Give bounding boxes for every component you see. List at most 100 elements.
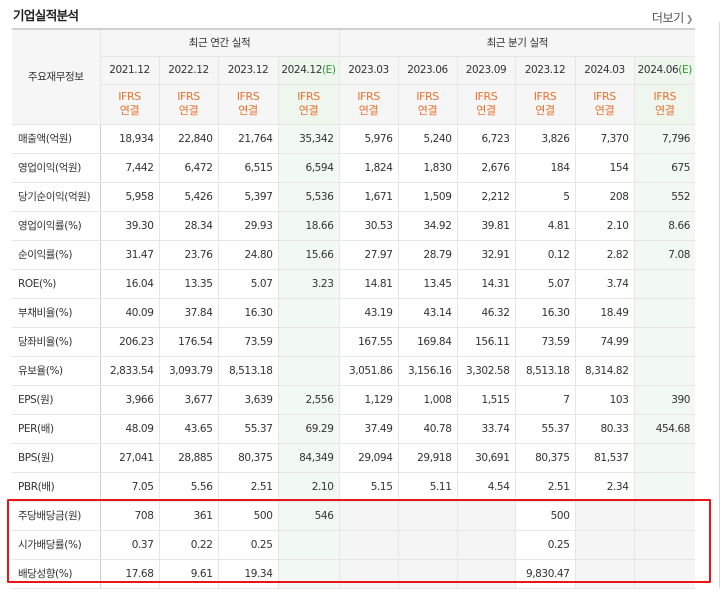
row-label: BPS(원): [12, 443, 101, 473]
value-cell: 206.23: [100, 327, 160, 357]
value-cell: 2.51: [218, 472, 279, 502]
consolidation-label: 연결: [178, 104, 199, 117]
value-cell: 6,594: [278, 153, 340, 183]
accounting-standard: IFRS 연결: [398, 84, 458, 125]
table-row: 시가배당률(%) 0.37 0.22 0.25 0.25: [12, 530, 696, 560]
value-cell: 80.33: [575, 414, 635, 444]
consolidation-label: 연결: [119, 104, 140, 117]
value-cell: 2,833.54: [100, 356, 160, 386]
value-cell: 3,639: [218, 384, 279, 415]
value-cell: 0.37: [100, 530, 160, 560]
period-header-row: 2021.12 2022.12 2023.12 2024.12(E) 2023.03 20…: [12, 56, 696, 85]
value-cell: 208: [575, 182, 635, 212]
row-label: 순이익률(%): [12, 240, 101, 270]
value-cell: 24.80: [218, 240, 279, 270]
table-row: 당좌비율(%) 206.23 176.54 73.59 167.55 169.84 156.…: [12, 327, 696, 357]
row-label: 시가배당률(%): [12, 530, 101, 560]
table-row: 영업이익(억원) 7,442 6,472 6,515 6,594 1,824 1,830 2,…: [12, 153, 696, 183]
period-label: 2023.12: [524, 64, 566, 76]
row-label: 영업이익률(%): [12, 211, 101, 241]
value-cell: 0.12: [515, 240, 576, 270]
value-cell: 43.19: [338, 297, 399, 328]
value-cell: 15.66: [278, 240, 340, 270]
value-cell: 39.30: [100, 211, 160, 241]
period-header: 2024.12(E): [278, 56, 340, 85]
period-label: 2022.12: [168, 64, 209, 76]
value-cell: 80,375: [218, 443, 279, 473]
value-cell: 2.10: [575, 211, 635, 241]
value-cell: 1,671: [338, 182, 399, 212]
value-cell: 6,472: [159, 153, 219, 183]
table-row: 유보율(%) 2,833.54 3,093.79 8,513.18 3,051.86 3,…: [12, 356, 696, 386]
value-cell: 176.54: [159, 327, 219, 357]
accounting-standard-label: IFRS: [416, 90, 439, 103]
value-cell: 73.59: [218, 327, 279, 357]
value-cell: 46.32: [457, 297, 516, 328]
estimate-mark: (E): [678, 64, 692, 76]
value-cell: [634, 559, 696, 589]
value-cell: [338, 500, 399, 531]
value-cell: [278, 327, 340, 357]
period-label: 2023.03: [348, 64, 389, 76]
accounting-standard: IFRS 연결: [575, 84, 635, 125]
accounting-standard-label: IFRS: [474, 90, 498, 103]
value-cell: 3,966: [100, 384, 160, 415]
value-cell: [457, 500, 516, 531]
value-cell: 5.15: [338, 472, 399, 502]
row-label: 매출액(억원): [12, 124, 101, 154]
value-cell: 1,515: [457, 384, 516, 415]
accounting-header-row: IFRS 연결 IFRS 연결 IFRS 연결 IFRS 연결 IFRS 연결 IFRS 연결 IFRS…: [12, 84, 696, 125]
accounting-standard: IFRS 연결: [278, 84, 340, 125]
value-cell: 18.66: [278, 211, 340, 241]
consolidation-label: 연결: [476, 104, 496, 117]
value-cell: 708: [100, 500, 160, 531]
value-cell: 34.92: [398, 211, 458, 241]
value-cell: [634, 500, 696, 531]
period-label: 2024.12: [281, 64, 322, 76]
value-cell: 55.37: [218, 414, 279, 444]
consolidation-label: 연결: [594, 104, 615, 117]
value-cell: 5.11: [398, 472, 458, 502]
value-cell: 29,094: [338, 443, 399, 473]
accounting-standard-label: IFRS: [533, 90, 557, 103]
value-cell: 167.55: [338, 327, 399, 357]
value-cell: 32.91: [457, 240, 516, 270]
accounting-standard-label: IFRS: [297, 90, 320, 103]
row-label: 영업이익(억원): [12, 153, 101, 183]
value-cell: 5.56: [159, 472, 219, 502]
value-cell: 3,051.86: [338, 356, 399, 386]
table-body: 매출액(억원) 18,934 22,840 21,764 35,342 5,976 5,24…: [12, 124, 696, 589]
value-cell: 55.37: [515, 414, 576, 444]
value-cell: 7.08: [634, 240, 696, 270]
more-link[interactable]: 더보기 ❯: [652, 9, 693, 26]
value-cell: 9,830.47: [515, 559, 576, 589]
value-cell: 23.76: [159, 240, 219, 270]
value-cell: 8.66: [634, 211, 696, 241]
value-cell: 48.09: [100, 414, 160, 444]
value-cell: 5.07: [218, 269, 279, 299]
value-cell: 2.82: [575, 240, 635, 270]
value-cell: 675: [634, 153, 696, 183]
row-label: ROE(%): [12, 269, 101, 299]
value-cell: 454.68: [634, 414, 696, 444]
row-label: 주당배당금(원): [12, 500, 101, 531]
table-row: 매출액(억원) 18,934 22,840 21,764 35,342 5,976 5,24…: [12, 124, 696, 154]
value-cell: [278, 297, 340, 328]
value-cell: 169.84: [398, 327, 458, 357]
group-header-row: 주요재무정보 최근 연간 실적 최근 분기 실적: [12, 28, 696, 125]
value-cell: 3,677: [159, 384, 219, 415]
financial-summary-table: 주요재무정보 최근 연간 실적 최근 분기 실적 2021.12 2022.12 2…: [12, 28, 696, 589]
accounting-standard-label: IFRS: [236, 90, 260, 103]
value-cell: 2.34: [575, 472, 635, 502]
value-cell: 27,041: [100, 443, 160, 473]
value-cell: 39.81: [457, 211, 516, 241]
accounting-standard-label: IFRS: [653, 90, 677, 103]
value-cell: 16.30: [218, 297, 279, 328]
value-cell: 7,796: [634, 124, 696, 154]
row-label: 당좌비율(%): [12, 327, 101, 357]
value-cell: 156.11: [457, 327, 516, 357]
value-cell: [634, 297, 696, 328]
value-cell: [634, 443, 696, 473]
value-cell: [278, 356, 340, 386]
value-cell: 73.59: [515, 327, 576, 357]
